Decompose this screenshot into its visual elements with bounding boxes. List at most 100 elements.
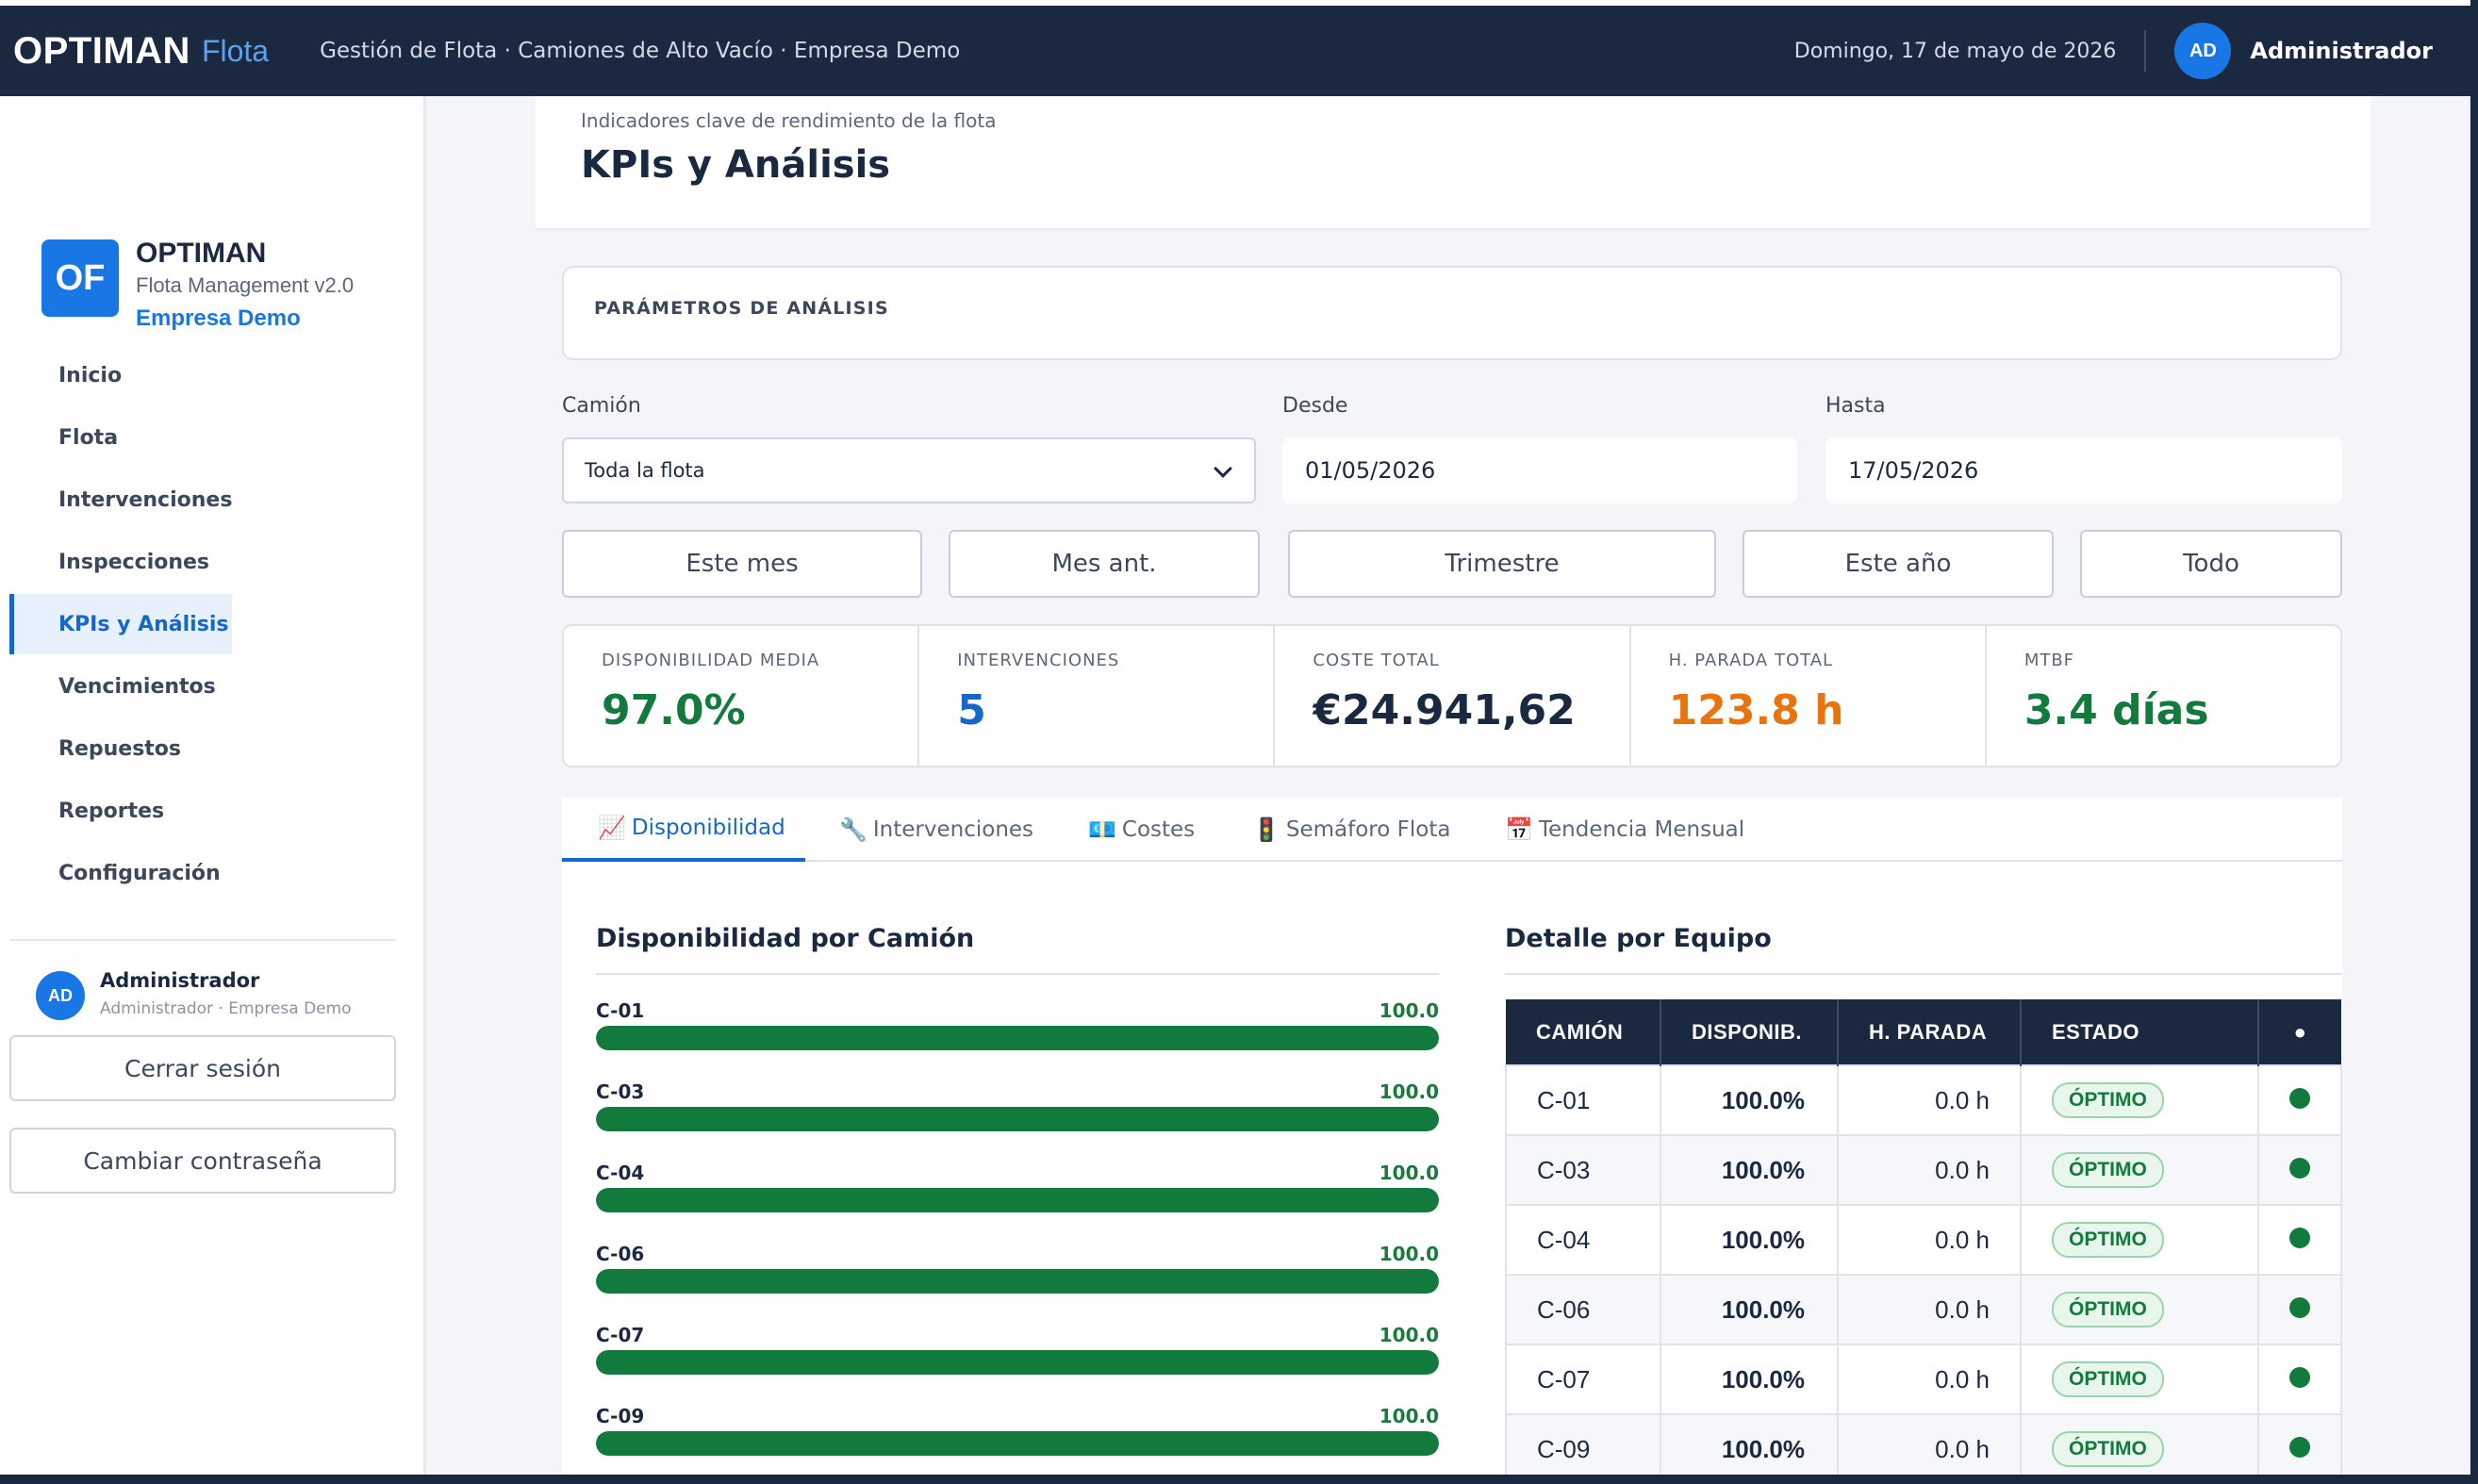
- cell-indicator: [2257, 1274, 2342, 1345]
- sidebar-user-role: Administrador · Empresa Demo: [100, 999, 352, 1018]
- cell-status: ÓPTIMO: [2020, 1204, 2259, 1276]
- sidebar-item-7[interactable]: Reportes: [58, 799, 165, 823]
- page-header: Indicadores clave de rendimiento de la f…: [536, 96, 2371, 230]
- tab-label: Costes: [1121, 817, 1196, 842]
- tab-availability[interactable]: 📈 Disponibilidad: [562, 798, 805, 862]
- table-row[interactable]: C-01 100.0% 0.0 h ÓPTIMO: [1505, 1064, 2342, 1136]
- kpi-card: DISPONIBILIDAD MEDIA 97.0%: [564, 626, 920, 766]
- table-row[interactable]: C-07 100.0% 0.0 h ÓPTIMO: [1505, 1344, 2342, 1415]
- cell-truck: C-06: [1505, 1274, 1661, 1345]
- cell-indicator: [2257, 1413, 2342, 1484]
- kpi-card: INTERVENCIONES 5: [919, 626, 1276, 766]
- tab-costs[interactable]: 💶 Costes: [1088, 798, 1195, 862]
- change-password-button[interactable]: Cambiar contraseña: [9, 1128, 396, 1194]
- availability-bar: [596, 1026, 1439, 1050]
- col-header-availability[interactable]: DISPONIB.: [1660, 999, 1839, 1065]
- availability-bar: [596, 1269, 1439, 1294]
- availability-bar: [596, 1350, 1439, 1375]
- truck-select[interactable]: Toda la flota: [562, 437, 1256, 503]
- tab-label: Intervenciones: [872, 817, 1034, 842]
- logout-button[interactable]: Cerrar sesión: [9, 1035, 396, 1101]
- status-dot-icon: [2289, 1157, 2310, 1179]
- tab-label: Disponibilidad: [631, 816, 785, 840]
- from-label: Desde: [1282, 394, 1348, 418]
- availability-bar: [596, 1431, 1439, 1456]
- cell-indicator: [2257, 1064, 2342, 1136]
- status-dot-icon: [2289, 1436, 2310, 1458]
- divider: [2144, 30, 2147, 72]
- kpi-row: DISPONIBILIDAD MEDIA 97.0% INTERVENCIONES 5…: [562, 624, 2342, 767]
- sidebar-item-5[interactable]: Vencimientos: [58, 674, 216, 699]
- sidebar-item-0[interactable]: Inicio: [58, 363, 123, 387]
- cell-status: ÓPTIMO: [2020, 1413, 2259, 1484]
- user-name[interactable]: Administrador: [2250, 38, 2433, 64]
- kpi-label: H. PARADA TOTAL: [1668, 651, 1834, 670]
- bar-value-label: 100.0: [1379, 1405, 1439, 1427]
- cell-status: ÓPTIMO: [2020, 1064, 2259, 1136]
- money-icon: 💶: [1088, 816, 1116, 843]
- table-row[interactable]: C-03 100.0% 0.0 h ÓPTIMO: [1505, 1134, 2342, 1206]
- app-logo: OF: [41, 239, 119, 317]
- quick-this-month-button[interactable]: Este mes: [562, 530, 922, 598]
- sidebar-item-3[interactable]: Inspecciones: [58, 550, 210, 574]
- availability-bar-row: C-07 100.0: [596, 1324, 1439, 1405]
- col-header-downtime[interactable]: H. PARADA: [1838, 999, 2022, 1065]
- availability-panel: Disponibilidad por Camión C-01 100.0 C-03 1…: [562, 862, 2342, 1484]
- bar-track: [596, 1269, 1439, 1294]
- availability-bar-row: C-01 100.0: [596, 999, 1439, 1080]
- quick-all-button[interactable]: Todo: [2080, 530, 2342, 598]
- brand-name[interactable]: OPTIMAN: [13, 29, 190, 72]
- cell-downtime: 0.0 h: [1837, 1413, 2022, 1484]
- user-avatar[interactable]: AD: [2174, 23, 2232, 79]
- tab-fleet-traffic-light[interactable]: 🚦 Semáforo Flota: [1252, 798, 1450, 862]
- cell-status: ÓPTIMO: [2020, 1344, 2259, 1415]
- availability-bar-row: C-03 100.0: [596, 1080, 1439, 1162]
- main-content: Indicadores clave de rendimiento de la f…: [426, 96, 2470, 1484]
- cell-availability: 100.0%: [1660, 1274, 1839, 1345]
- table-row[interactable]: C-04 100.0% 0.0 h ÓPTIMO: [1505, 1204, 2342, 1276]
- divider: [596, 973, 1439, 975]
- sidebar-item-4[interactable]: KPIs y Análisis: [9, 594, 232, 654]
- quick-quarter-button[interactable]: Trimestre: [1288, 530, 1716, 598]
- cell-availability: 100.0%: [1660, 1204, 1839, 1276]
- col-header-truck[interactable]: CAMIÓN: [1506, 999, 1661, 1065]
- availability-bar: [596, 1188, 1439, 1212]
- equipment-detail-title: Detalle por Equipo: [1505, 924, 1772, 953]
- bar-track: [596, 1188, 1439, 1212]
- app-version: Flota Management v2.0: [136, 273, 355, 297]
- cell-indicator: [2257, 1344, 2342, 1415]
- cell-downtime: 0.0 h: [1837, 1064, 2022, 1136]
- availability-bar-row: C-04 100.0: [596, 1162, 1439, 1243]
- bar-value-label: 100.0: [1379, 1080, 1439, 1103]
- table-row[interactable]: C-06 100.0% 0.0 h ÓPTIMO: [1505, 1274, 2342, 1345]
- sidebar-item-2[interactable]: Intervenciones: [58, 487, 233, 512]
- status-badge: ÓPTIMO: [2052, 1431, 2164, 1467]
- from-date-input[interactable]: 01/05/2026: [1282, 437, 1797, 503]
- quick-this-year-button[interactable]: Este año: [1743, 530, 2054, 598]
- bar-value-label: 100.0: [1379, 1162, 1439, 1184]
- kpi-card: H. PARADA TOTAL 123.8 h: [1631, 626, 1987, 766]
- cell-availability: 100.0%: [1660, 1134, 1839, 1206]
- chevron-down-icon: [1214, 459, 1232, 478]
- availability-bar-row: C-09 100.0: [596, 1405, 1439, 1484]
- bar-truck-label: C-07: [596, 1324, 645, 1346]
- quick-last-month-button[interactable]: Mes ant.: [949, 530, 1260, 598]
- bar-value-label: 100.0: [1379, 1324, 1439, 1346]
- tab-interventions[interactable]: 🔧 Intervenciones: [839, 798, 1033, 862]
- col-header-status[interactable]: ESTADO: [2021, 999, 2259, 1065]
- tab-monthly-trend[interactable]: 📅 Tendencia Mensual: [1505, 798, 1744, 862]
- kpi-label: INTERVENCIONES: [957, 651, 1120, 670]
- sidebar-item-6[interactable]: Repuestos: [58, 736, 182, 761]
- sidebar-item-1[interactable]: Flota: [58, 425, 119, 450]
- current-date: Domingo, 17 de mayo de 2026: [1793, 39, 2117, 63]
- to-date-input[interactable]: 17/05/2026: [1825, 437, 2342, 503]
- bar-truck-label: C-06: [596, 1243, 645, 1265]
- table-row[interactable]: C-09 100.0% 0.0 h ÓPTIMO: [1505, 1413, 2342, 1484]
- divider: [1505, 973, 2342, 975]
- sidebar-item-8[interactable]: Configuración: [58, 861, 221, 885]
- page-title: KPIs y Análisis: [581, 143, 891, 187]
- cell-truck: C-04: [1505, 1204, 1661, 1276]
- cell-truck: C-01: [1505, 1064, 1661, 1136]
- bar-track: [596, 1107, 1439, 1131]
- chart-icon: 📈: [598, 815, 626, 841]
